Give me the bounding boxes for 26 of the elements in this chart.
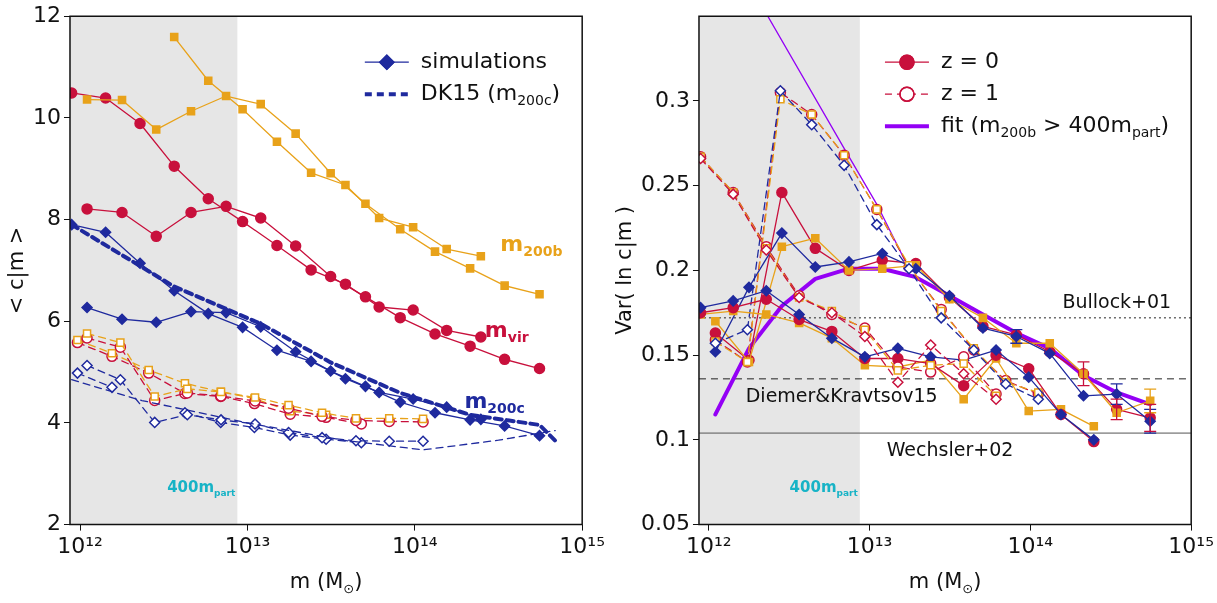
y-tick-label: 0.15: [641, 340, 690, 366]
y-tick-label: 0.1: [654, 425, 690, 451]
legend-label: z = 0: [940, 47, 999, 73]
y-axis-title: Var( ln c|m ): [612, 205, 638, 335]
y-tick-label: 10: [32, 103, 61, 129]
y-axis-title: < c|m >: [4, 226, 30, 315]
x-tick-label: 10¹⁵: [1168, 532, 1214, 558]
y-tick-label: 0.25: [641, 171, 690, 197]
y-tick-label: 0.3: [654, 86, 690, 112]
ref-line-label: Wechsler+02: [886, 438, 1014, 461]
x-tick-label: 10¹³: [846, 532, 893, 558]
ref-line-label: Bullock+01: [1062, 289, 1172, 312]
x-tick-label: 10¹⁵: [559, 532, 605, 558]
x-axis-title: m (M⊙): [289, 569, 363, 597]
y-tick-label: 12: [32, 1, 61, 27]
y-tick-label: 0.2: [654, 256, 690, 282]
y-tick-label: 6: [46, 306, 61, 332]
legend-label: simulations: [420, 47, 547, 73]
y-tick-label: 8: [46, 205, 61, 231]
ref-line-label: Diemer&Kravtsov15: [745, 383, 938, 406]
x-axis-title: m (M⊙): [908, 569, 982, 597]
x-tick-label: 10¹³: [224, 532, 271, 558]
y-tick-label: 4: [46, 408, 61, 434]
legend-label: z = 1: [940, 79, 999, 105]
x-tick-label: 10¹⁴: [1007, 532, 1054, 558]
x-tick-label: 10¹⁴: [392, 532, 438, 558]
